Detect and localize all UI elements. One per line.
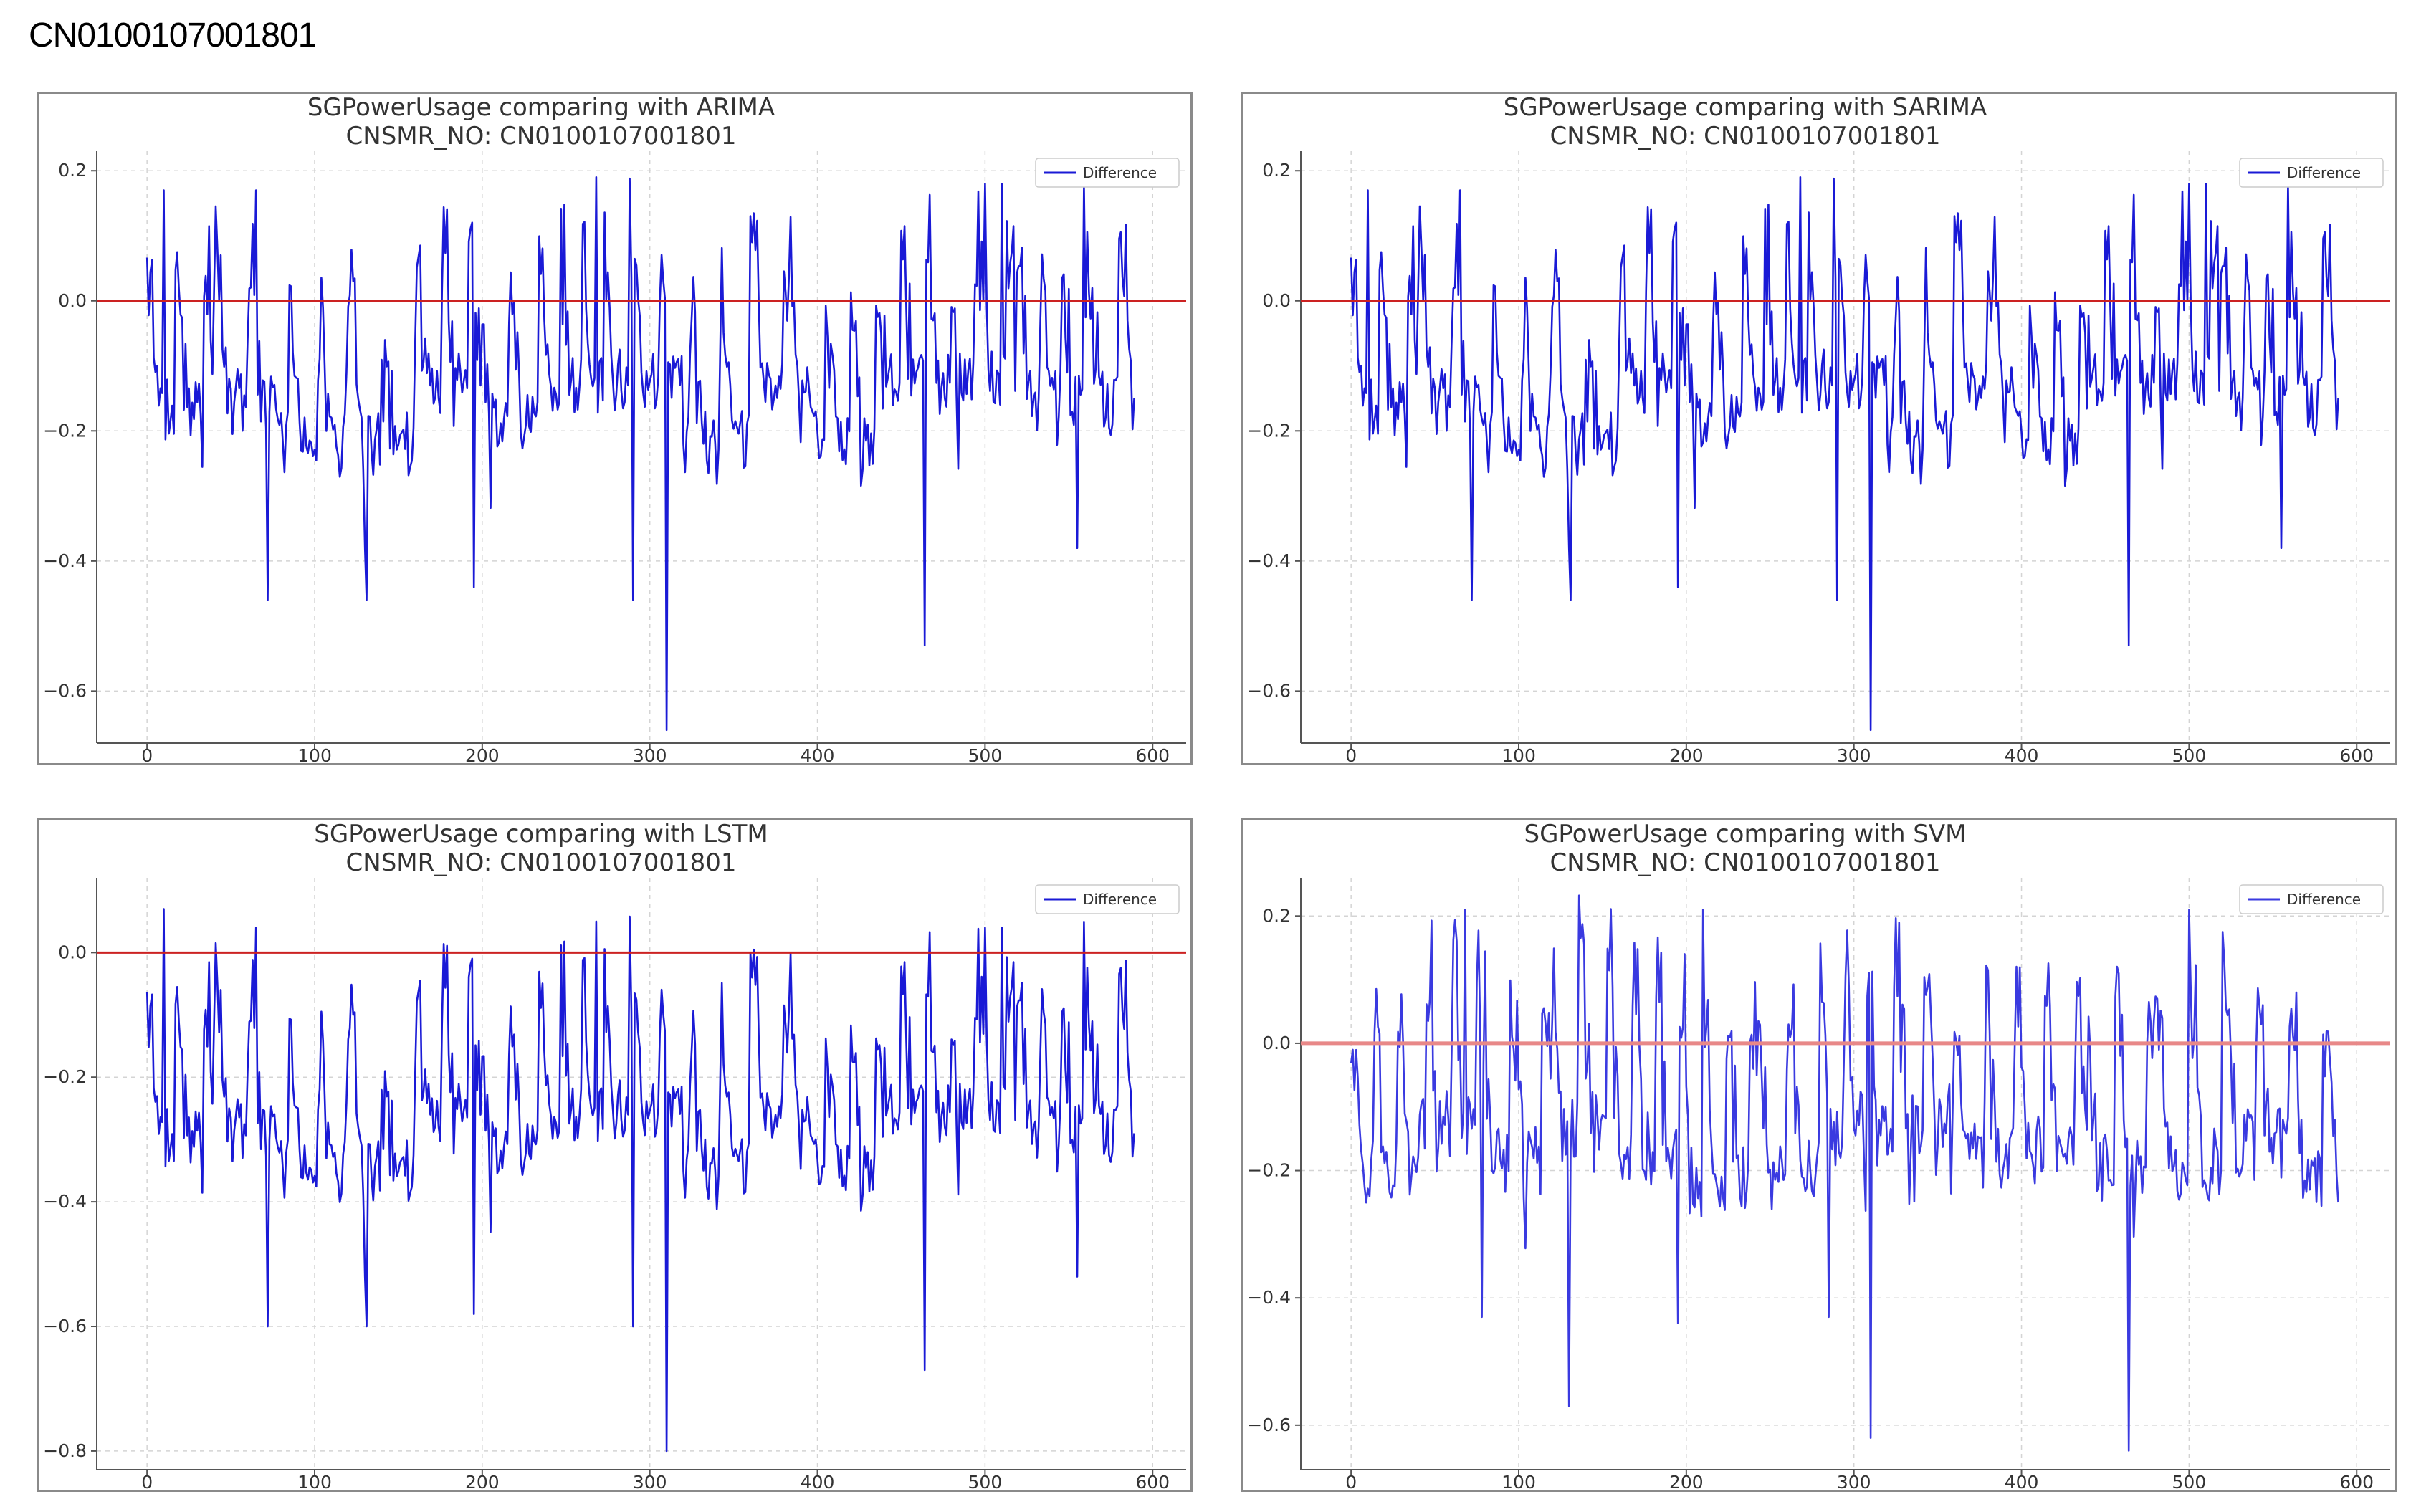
chart-panel-arima: SGPowerUsage comparing with ARIMA CNSMR_N… (37, 92, 1193, 765)
difference-series-line (1350, 176, 2339, 732)
y-tick-label: −0.4 (43, 550, 87, 571)
x-tick-label: 300 (633, 745, 667, 763)
x-tick-label: 100 (297, 745, 332, 763)
y-tick-label: −0.8 (43, 1440, 87, 1461)
x-tick-label: 600 (1135, 1472, 1170, 1490)
y-tick-label: 0.2 (58, 160, 87, 181)
y-tick-label: −0.4 (43, 1191, 87, 1212)
x-tick-label: 600 (1135, 745, 1170, 763)
chart-lstm: SGPowerUsage comparing with LSTMCNSMR_NO… (43, 820, 1186, 1490)
y-tick-label: −0.2 (43, 1066, 87, 1087)
y-tick-label: −0.6 (1247, 1415, 1291, 1435)
y-tick-label: −0.6 (43, 680, 87, 701)
y-tick-label: 0.0 (1262, 290, 1291, 311)
legend-box (2239, 158, 2384, 188)
difference-series-line (1350, 894, 2339, 1452)
y-tick-label: −0.4 (1247, 550, 1291, 571)
chart-panel-sarima: SGPowerUsage comparing with SARIMA CNSMR_… (1241, 92, 2397, 765)
x-tick-label: 400 (801, 1472, 835, 1490)
page-heading: CN0100107001801 (29, 16, 317, 54)
chart-title: SGPowerUsage comparing with SARIMA (1504, 94, 1987, 122)
chart-subtitle: CNSMR_NO: CN0100107001801 (346, 122, 737, 150)
y-tick-label: 0.2 (1262, 905, 1291, 926)
chart-arima: SGPowerUsage comparing with ARIMACNSMR_N… (43, 94, 1186, 763)
x-tick-label: 100 (1501, 1472, 1536, 1490)
y-tick-label: 0.2 (1262, 160, 1291, 181)
x-tick-label: 500 (2172, 745, 2207, 763)
chart-svm: SGPowerUsage comparing with SVMCNSMR_NO:… (1247, 820, 2390, 1490)
y-tick-label: −0.6 (43, 1316, 87, 1336)
difference-series-line (145, 176, 1135, 732)
x-tick-label: 600 (2339, 1472, 2374, 1490)
chart-sarima: SGPowerUsage comparing with SARIMACNSMR_… (1247, 94, 2390, 763)
x-tick-label: 200 (465, 745, 500, 763)
x-tick-label: 400 (2005, 745, 2039, 763)
y-tick-label: −0.4 (1247, 1287, 1291, 1308)
x-tick-label: 100 (1501, 745, 1536, 763)
y-tick-label: −0.2 (43, 420, 87, 441)
chart-panel-lstm: SGPowerUsage comparing with LSTM CNSMR_NO… (37, 818, 1193, 1492)
x-tick-label: 0 (1345, 1472, 1357, 1490)
chart-subtitle: CNSMR_NO: CN0100107001801 (1550, 122, 1941, 150)
x-tick-label: 0 (1345, 745, 1357, 763)
x-tick-label: 200 (1669, 1472, 1704, 1490)
difference-series-line (145, 908, 1135, 1453)
x-tick-label: 500 (968, 745, 1003, 763)
x-tick-label: 300 (1837, 745, 1871, 763)
chart-subtitle: CNSMR_NO: CN0100107001801 (346, 848, 737, 877)
x-tick-label: 300 (1837, 1472, 1871, 1490)
x-tick-label: 200 (1669, 745, 1704, 763)
legend-box (2239, 884, 2384, 914)
y-tick-label: −0.6 (1247, 680, 1291, 701)
chart-title: SGPowerUsage comparing with ARIMA (307, 94, 775, 122)
chart-title: SGPowerUsage comparing with SVM (1524, 820, 1967, 848)
x-tick-label: 0 (141, 745, 153, 763)
y-tick-label: −0.2 (1247, 1160, 1291, 1181)
x-tick-label: 500 (2172, 1472, 2207, 1490)
legend-label: Difference (2287, 164, 2361, 181)
legend-box (1035, 884, 1180, 914)
y-tick-label: 0.0 (58, 942, 87, 962)
chart-panel-svm: SGPowerUsage comparing with SVM CNSMR_NO:… (1241, 818, 2397, 1492)
legend-label: Difference (1083, 891, 1157, 908)
x-tick-label: 100 (297, 1472, 332, 1490)
x-tick-label: 500 (968, 1472, 1003, 1490)
y-tick-label: 0.0 (58, 290, 87, 311)
legend-label: Difference (1083, 164, 1157, 181)
y-tick-label: −0.2 (1247, 420, 1291, 441)
chart-title: SGPowerUsage comparing with LSTM (314, 820, 768, 848)
legend-box (1035, 158, 1180, 188)
x-tick-label: 300 (633, 1472, 667, 1490)
x-tick-label: 400 (801, 745, 835, 763)
x-tick-label: 200 (465, 1472, 500, 1490)
x-tick-label: 400 (2005, 1472, 2039, 1490)
chart-subtitle: CNSMR_NO: CN0100107001801 (1550, 848, 1941, 877)
y-tick-label: 0.0 (1262, 1033, 1291, 1053)
x-tick-label: 600 (2339, 745, 2374, 763)
x-tick-label: 0 (141, 1472, 153, 1490)
legend-label: Difference (2287, 891, 2361, 908)
